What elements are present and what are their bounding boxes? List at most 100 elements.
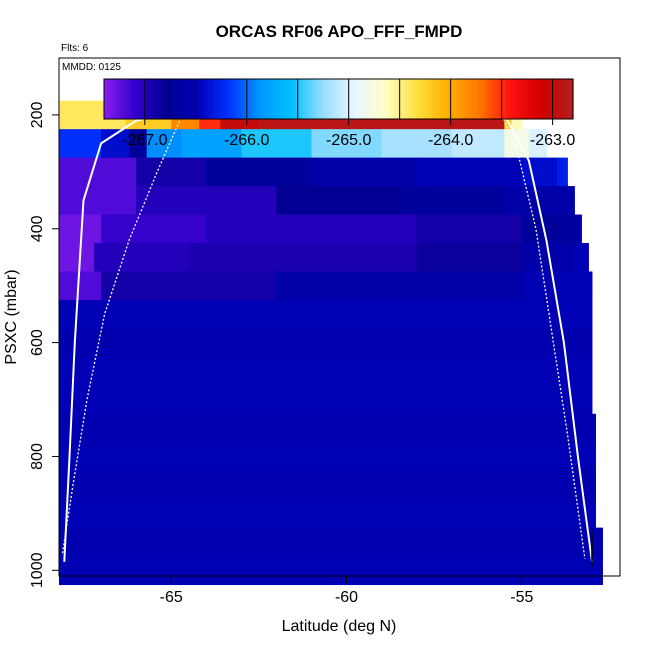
heatmap-cell bbox=[451, 129, 505, 159]
date-label: MMDD: 0125 bbox=[62, 62, 121, 73]
colorbar-segment bbox=[354, 79, 359, 119]
colorbar-segment bbox=[115, 79, 121, 119]
colorbar-segment bbox=[463, 79, 469, 119]
heatmap-cell bbox=[59, 328, 593, 358]
x-axis: -65 -60 -55 bbox=[160, 576, 533, 606]
heatmap-cell bbox=[574, 214, 582, 244]
heatmap-cell bbox=[188, 243, 418, 272]
colorbar-frame bbox=[103, 78, 574, 120]
colorbar-tick-label: -265.0 bbox=[326, 132, 371, 149]
heatmap-cell bbox=[59, 442, 596, 472]
colorbar-segment bbox=[393, 79, 398, 119]
heatmap-cell bbox=[311, 157, 418, 187]
heatmap-cell bbox=[146, 129, 183, 159]
colorbar-segment bbox=[444, 79, 449, 119]
colorbar-segment bbox=[365, 79, 371, 119]
heatmap-cell bbox=[181, 129, 242, 159]
heatmap-cell bbox=[59, 499, 596, 529]
heatmap-cell bbox=[59, 129, 102, 159]
heatmap-cell bbox=[136, 186, 277, 216]
colorbar-tick-label: -263.0 bbox=[530, 132, 575, 149]
colorbar-segment bbox=[283, 79, 289, 119]
heatmap-cell bbox=[94, 243, 190, 272]
colorbar-segment bbox=[432, 79, 437, 119]
colorbar-segment bbox=[197, 79, 203, 119]
colorbar-segment bbox=[158, 79, 164, 119]
heatmap-cell bbox=[311, 129, 383, 159]
colorbar-segment bbox=[139, 79, 144, 119]
heatmap-cell bbox=[276, 186, 400, 216]
heatmap-cell bbox=[59, 385, 593, 415]
colorbar-segment bbox=[506, 79, 512, 119]
colorbar-segment bbox=[330, 79, 336, 119]
colorbar-segment bbox=[530, 79, 535, 119]
heatmap-cell bbox=[399, 186, 505, 216]
colorbar-segment bbox=[256, 79, 261, 119]
heatmap-cell bbox=[416, 214, 523, 244]
colorbar-segment bbox=[545, 79, 551, 119]
colorbar-segment bbox=[565, 79, 570, 119]
y-tick-label: 1000 bbox=[29, 552, 46, 588]
colorbar-segment bbox=[162, 79, 168, 119]
colorbar-segment bbox=[498, 79, 504, 119]
flights-label: Flts: 6 bbox=[61, 43, 89, 54]
colorbar-segment bbox=[260, 79, 265, 119]
heatmap-cell bbox=[416, 157, 523, 187]
colorbar-segment bbox=[377, 79, 383, 119]
colorbar-segment bbox=[401, 79, 406, 119]
colorbar-segment bbox=[275, 79, 281, 119]
colorbar-segment bbox=[428, 79, 433, 119]
colorbar-segment bbox=[569, 79, 574, 119]
colorbar-segment bbox=[537, 79, 543, 119]
heatmap-cell bbox=[241, 129, 312, 159]
heatmap-cell bbox=[206, 157, 312, 187]
colorbar-segment bbox=[268, 79, 273, 119]
colorbar-segment bbox=[232, 79, 238, 119]
heatmap-cell bbox=[59, 527, 603, 557]
colorbar-segment bbox=[221, 79, 226, 119]
heatmap-cell bbox=[59, 413, 596, 443]
heatmap-cell bbox=[381, 129, 453, 159]
heatmap-cell bbox=[416, 243, 523, 272]
colorbar-segment bbox=[225, 79, 230, 119]
heatmap-cell bbox=[59, 243, 95, 272]
colorbar-segment bbox=[236, 79, 242, 119]
heatmap-cell bbox=[521, 214, 575, 244]
colorbar-segment bbox=[490, 79, 496, 119]
colorbar-segment bbox=[494, 79, 500, 119]
colorbar-segment bbox=[315, 79, 320, 119]
colorbar-segment bbox=[182, 79, 187, 119]
colorbar-segment bbox=[127, 79, 132, 119]
colorbar-segment bbox=[483, 79, 488, 119]
x-tick-label: -55 bbox=[510, 589, 533, 606]
colorbar-segment bbox=[146, 79, 152, 119]
colorbar-segment bbox=[166, 79, 172, 119]
heatmap-cell bbox=[521, 157, 558, 187]
heatmap-cell bbox=[59, 356, 593, 386]
colorbar-segment bbox=[381, 79, 386, 119]
colorbar-segment bbox=[373, 79, 379, 119]
colorbar-segment bbox=[522, 79, 527, 119]
colorbar-segment bbox=[205, 79, 211, 119]
colorbar-segment bbox=[549, 79, 555, 119]
heatmap-cells bbox=[59, 100, 603, 586]
colorbar-segment bbox=[557, 79, 562, 119]
colorbar-segment bbox=[385, 79, 390, 119]
colorbar-segment bbox=[350, 79, 355, 119]
y-axis-label: PSXC (mbar) bbox=[3, 269, 20, 364]
colorbar-segment bbox=[541, 79, 547, 119]
colorbar-segment bbox=[322, 79, 328, 119]
colorbar-segment bbox=[201, 79, 207, 119]
colorbar-segment bbox=[412, 79, 418, 119]
heatmap-cell bbox=[574, 243, 589, 272]
colorbar-tick-label: -264.0 bbox=[428, 132, 473, 149]
colorbar-segment bbox=[518, 79, 523, 119]
colorbar-segment bbox=[436, 79, 441, 119]
heatmap-cell bbox=[59, 470, 596, 500]
heatmap-cell bbox=[59, 186, 137, 216]
heatmap-cell bbox=[101, 271, 277, 301]
heatmap-cell bbox=[59, 271, 102, 301]
x-axis-label: Latitude (deg N) bbox=[282, 618, 397, 635]
colorbar-segment bbox=[553, 79, 558, 119]
colorbar-segment bbox=[389, 79, 394, 119]
